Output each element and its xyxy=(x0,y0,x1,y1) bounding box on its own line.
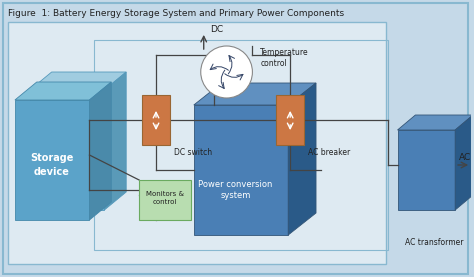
Polygon shape xyxy=(30,90,104,210)
Polygon shape xyxy=(30,72,126,90)
Bar xyxy=(142,95,170,145)
Polygon shape xyxy=(398,115,473,130)
FancyBboxPatch shape xyxy=(3,3,468,274)
Circle shape xyxy=(201,46,253,98)
Text: DC switch: DC switch xyxy=(174,148,212,157)
Polygon shape xyxy=(288,83,316,235)
Text: AC transformer: AC transformer xyxy=(405,238,464,247)
Text: Temperature
control: Temperature control xyxy=(260,48,309,68)
Polygon shape xyxy=(455,115,473,210)
Polygon shape xyxy=(15,100,90,220)
Polygon shape xyxy=(104,72,126,210)
Text: AC: AC xyxy=(459,153,471,163)
Text: DC: DC xyxy=(210,25,223,35)
Polygon shape xyxy=(398,130,455,210)
Polygon shape xyxy=(194,83,316,105)
Text: Figure  1: Battery Energy Storage System and Primary Power Components: Figure 1: Battery Energy Storage System … xyxy=(8,9,344,19)
Bar xyxy=(139,180,191,220)
FancyBboxPatch shape xyxy=(8,22,385,264)
Polygon shape xyxy=(15,82,111,100)
Text: Storage
device: Storage device xyxy=(30,153,73,177)
Text: Monitors &
control: Monitors & control xyxy=(146,191,184,205)
Bar xyxy=(276,95,304,145)
Text: Power conversion
system: Power conversion system xyxy=(198,179,273,200)
Text: AC breaker: AC breaker xyxy=(308,148,350,157)
Polygon shape xyxy=(90,82,111,220)
Polygon shape xyxy=(194,105,288,235)
